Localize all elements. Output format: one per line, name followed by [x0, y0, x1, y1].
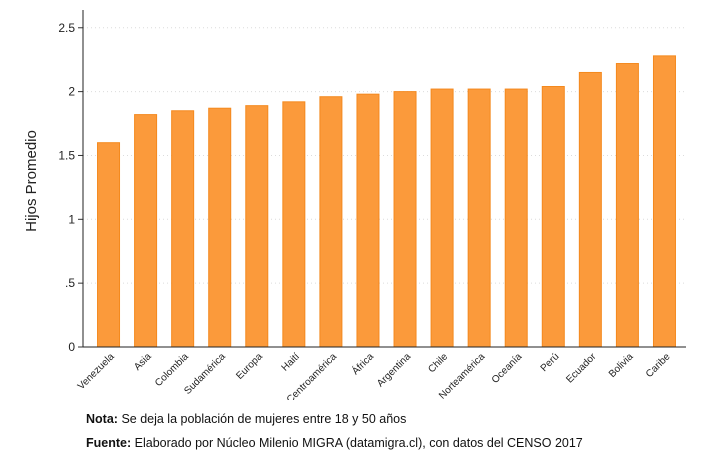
source-line: Fuente: Elaborado por Núcleo Milenio MIG… [86, 436, 583, 450]
y-tick-label: 2 [68, 85, 75, 99]
y-tick-label: 1.5 [58, 148, 75, 162]
x-tick-label: Chile [426, 351, 450, 375]
bar [356, 93, 380, 348]
note-label: Nota: [86, 412, 118, 426]
x-tick-label: Asia [132, 351, 154, 373]
note-text: Se deja la población de mujeres entre 18… [121, 412, 407, 426]
bar [171, 110, 195, 348]
x-tick-label: Colombia [153, 351, 191, 389]
x-tick-label: África [349, 350, 377, 378]
x-tick-label: Bolivia [607, 351, 636, 380]
bar [467, 88, 491, 348]
bar [319, 96, 343, 348]
x-tick-label: Haití [280, 351, 302, 373]
bar [282, 101, 306, 348]
bar [134, 114, 158, 348]
y-tick-label: .5 [65, 276, 75, 290]
y-tick-label: 0 [68, 340, 75, 354]
x-tick-label: Europa [234, 351, 265, 382]
bar [578, 71, 602, 348]
x-tick-label: Caribe [644, 351, 673, 380]
x-tick-label: Oceanía [490, 351, 525, 386]
bar [541, 86, 565, 348]
y-axis-label: Hijos Promedio [23, 130, 40, 232]
bar [504, 88, 528, 348]
y-tick-label: 2.5 [58, 21, 75, 35]
x-tick-label: Argentina [375, 351, 413, 389]
source-label: Fuente: [86, 436, 132, 450]
bar [430, 88, 454, 348]
y-tick-label: 1 [68, 212, 75, 226]
bar [393, 91, 417, 348]
bar [652, 55, 676, 348]
x-tick-label: Perú [539, 351, 562, 374]
x-tick-label: Venezuela [76, 351, 117, 392]
bar [208, 107, 232, 348]
source-text: Elaborado por Núcleo Milenio MIGRA (data… [134, 436, 583, 450]
note-line: Nota: Se deja la población de mujeres en… [86, 412, 406, 426]
bar [245, 105, 269, 348]
x-tick-label: Ecuador [564, 351, 599, 386]
bar [97, 142, 121, 348]
bar [615, 63, 639, 348]
